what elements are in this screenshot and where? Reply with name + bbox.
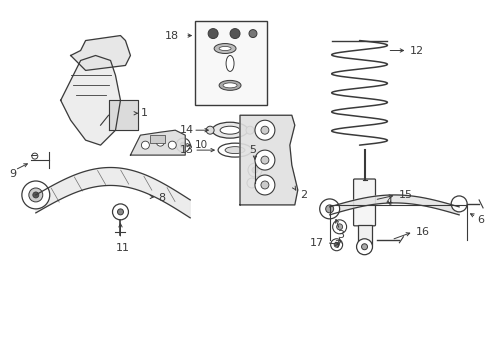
Circle shape — [141, 141, 149, 149]
Circle shape — [248, 30, 256, 37]
Bar — [357, 225, 371, 245]
Circle shape — [251, 167, 258, 173]
Text: 13: 13 — [180, 145, 194, 155]
Ellipse shape — [212, 122, 247, 138]
Circle shape — [206, 126, 214, 134]
Text: 6: 6 — [476, 215, 483, 225]
Polygon shape — [36, 167, 190, 218]
Ellipse shape — [214, 44, 236, 54]
Circle shape — [332, 220, 346, 234]
Text: 9: 9 — [9, 169, 17, 179]
Polygon shape — [108, 100, 138, 130]
Bar — [195, 21, 266, 105]
Ellipse shape — [223, 83, 237, 88]
Circle shape — [247, 163, 262, 177]
Text: 3: 3 — [337, 230, 344, 240]
Circle shape — [333, 242, 339, 247]
Text: 1: 1 — [140, 108, 147, 118]
Text: 18: 18 — [165, 31, 179, 41]
Text: 8: 8 — [158, 193, 165, 203]
Text: 4: 4 — [385, 197, 392, 207]
Ellipse shape — [218, 143, 251, 157]
Circle shape — [246, 178, 256, 188]
Circle shape — [208, 28, 218, 39]
Circle shape — [229, 28, 240, 39]
Ellipse shape — [224, 147, 244, 154]
Circle shape — [450, 196, 466, 212]
Circle shape — [29, 188, 42, 202]
Ellipse shape — [219, 46, 230, 50]
Circle shape — [32, 153, 38, 159]
Bar — [150, 135, 165, 143]
Circle shape — [336, 224, 342, 230]
Circle shape — [330, 239, 342, 251]
Circle shape — [356, 239, 372, 255]
Circle shape — [254, 120, 274, 140]
Circle shape — [261, 126, 268, 134]
Polygon shape — [71, 36, 130, 71]
Text: 10: 10 — [195, 140, 208, 150]
Circle shape — [254, 150, 274, 170]
Ellipse shape — [220, 126, 240, 134]
Circle shape — [180, 142, 186, 148]
Circle shape — [112, 204, 128, 220]
Circle shape — [254, 175, 274, 195]
Circle shape — [117, 209, 123, 215]
Circle shape — [325, 205, 333, 213]
Circle shape — [361, 244, 367, 250]
Polygon shape — [61, 55, 120, 145]
Circle shape — [33, 192, 39, 198]
Circle shape — [261, 156, 268, 164]
Text: 16: 16 — [414, 227, 428, 237]
Circle shape — [176, 138, 190, 152]
Circle shape — [245, 126, 253, 134]
FancyBboxPatch shape — [353, 179, 375, 226]
Polygon shape — [240, 115, 297, 205]
Circle shape — [168, 141, 176, 149]
Text: 7: 7 — [333, 240, 340, 250]
Text: 15: 15 — [398, 190, 411, 200]
Circle shape — [156, 138, 164, 146]
Polygon shape — [329, 195, 458, 215]
Circle shape — [261, 181, 268, 189]
Circle shape — [22, 181, 50, 209]
Text: 17: 17 — [309, 238, 323, 248]
Text: 5: 5 — [249, 145, 256, 155]
Text: 14: 14 — [180, 125, 194, 135]
Text: 11: 11 — [115, 243, 129, 253]
Polygon shape — [130, 130, 185, 155]
Text: 12: 12 — [408, 45, 423, 55]
Circle shape — [319, 199, 339, 219]
Ellipse shape — [225, 55, 234, 71]
Ellipse shape — [219, 80, 241, 90]
Text: 2: 2 — [299, 190, 306, 200]
